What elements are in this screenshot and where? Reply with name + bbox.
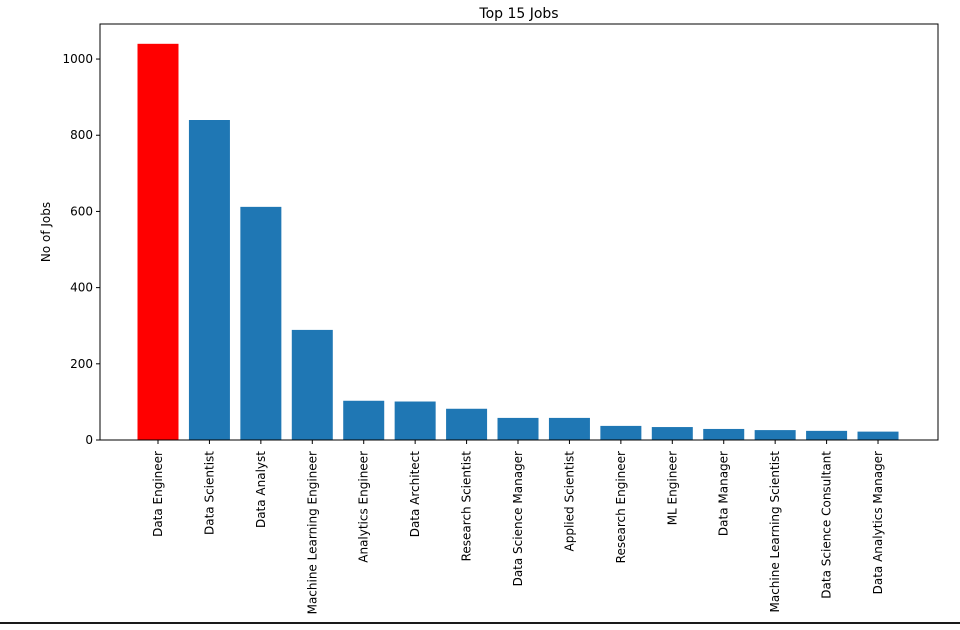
bar-data-science-manager [497,417,539,440]
bar-research-engineer [600,425,642,440]
y-tick-label: 200 [70,357,93,371]
y-tick-label: 1000 [62,52,93,66]
bar-analytics-engineer [343,400,385,440]
bar-data-science-consultant [806,430,848,440]
x-tick-label: Applied Scientist [562,451,576,552]
x-tick-label: Research Scientist [460,451,474,562]
y-axis: 0 200 400 600 800 1000 [62,52,100,447]
y-axis-label: No of Jobs [39,202,53,262]
x-tick-label: Data Architect [408,451,422,538]
x-tick-label: Machine Learning Scientist [768,451,782,613]
y-tick-label: 800 [70,128,93,142]
bar-machine-learning-scientist [754,430,796,440]
bar-data-analyst [240,206,282,440]
x-tick-label: Data Engineer [151,451,165,537]
plot-frame [99,23,939,441]
bar-ml-engineer [651,427,693,440]
x-tick-label: Research Engineer [614,451,628,563]
x-tick-label: Analytics Engineer [357,451,371,563]
x-tick-label: ML Engineer [665,451,679,525]
bar-data-engineer [137,43,179,441]
x-axis: Data Engineer Data Scientist Data Analyst M… [151,440,885,614]
x-tick-label: Data Scientist [202,451,216,535]
y-tick-label: 600 [70,204,93,218]
x-tick-label: Data Manager [717,451,731,536]
bar-data-analytics-manager [857,431,899,440]
bar-data-manager [703,428,745,440]
x-tick-label: Machine Learning Engineer [305,451,319,614]
bar-data-scientist [188,120,230,440]
bar-research-scientist [446,408,488,440]
chart-title: Top 15 Jobs [478,6,558,22]
y-tick-label: 400 [70,281,93,295]
x-tick-label: Data Science Manager [511,451,525,586]
bar-machine-learning-engineer [291,329,333,440]
y-tick-label: 0 [85,433,93,447]
bar-applied-scientist [548,417,590,440]
bar-data-architect [394,401,436,440]
x-tick-label: Data Science Consultant [820,451,834,599]
x-tick-label: Data Analytics Manager [871,451,885,594]
x-tick-label: Data Analyst [254,451,268,528]
bottom-divider [0,622,960,624]
bars-layer [137,43,899,441]
